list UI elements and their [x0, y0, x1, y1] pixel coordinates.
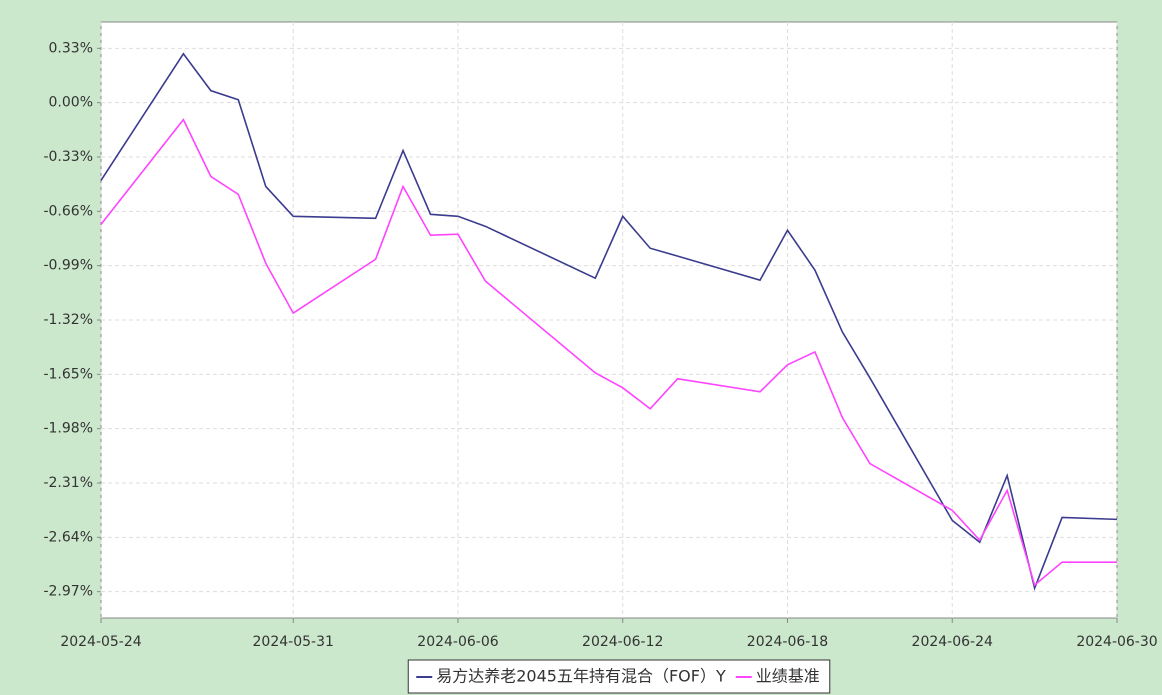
- series-line: [100, 118, 1117, 587]
- y-tick-label: -0.66%: [43, 203, 93, 219]
- legend-label: 易方达养老2045五年持有混合（FOF）Y: [436, 667, 726, 686]
- x-tick-label: 2024-05-24: [60, 634, 141, 650]
- legend-label: 业绩基准: [756, 667, 820, 686]
- y-tick-label: -0.33%: [43, 149, 93, 165]
- y-tick-label: -2.64%: [43, 529, 93, 545]
- y-tick-label: 0.00%: [49, 95, 93, 111]
- y-tick-label: 0.33%: [49, 40, 93, 56]
- y-tick-label: -2.97%: [43, 584, 93, 600]
- legend-box: [407, 659, 831, 694]
- x-tick-label: 2024-05-31: [253, 634, 334, 650]
- y-tick-label: -1.98%: [43, 421, 93, 437]
- x-tick-label: 2024-06-12: [582, 634, 663, 650]
- y-tick-label: -2.31%: [43, 475, 93, 491]
- x-tick-label: 2024-06-24: [912, 634, 993, 650]
- y-tick-label: -1.65%: [43, 366, 93, 382]
- series-line: [100, 52, 1118, 591]
- y-tick-label: -0.99%: [43, 258, 93, 274]
- y-tick-label: -1.32%: [43, 312, 93, 328]
- x-tick-label: 2024-06-18: [747, 634, 828, 650]
- x-tick-label: 2024-06-06: [417, 634, 498, 650]
- x-tick-label: 2024-06-30: [1076, 634, 1157, 650]
